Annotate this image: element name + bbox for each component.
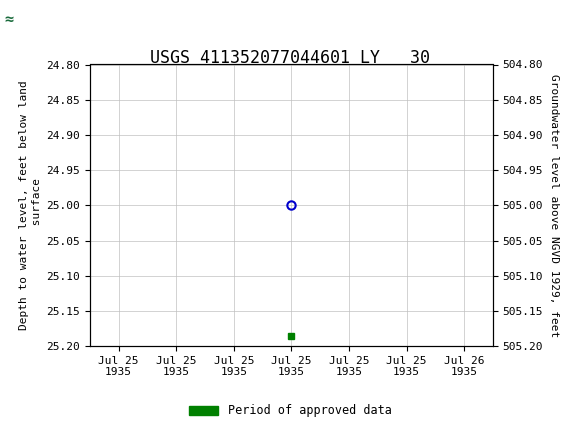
- Y-axis label: Depth to water level, feet below land
 surface: Depth to water level, feet below land su…: [19, 80, 42, 330]
- Bar: [3, 3, 52, 36]
- Text: ≈: ≈: [4, 12, 13, 27]
- Legend: Period of approved data: Period of approved data: [184, 399, 396, 422]
- Text: USGS: USGS: [3, 10, 68, 28]
- Y-axis label: Groundwater level above NGVD 1929, feet: Groundwater level above NGVD 1929, feet: [549, 74, 559, 337]
- Text: USGS 411352077044601 LY   30: USGS 411352077044601 LY 30: [150, 49, 430, 67]
